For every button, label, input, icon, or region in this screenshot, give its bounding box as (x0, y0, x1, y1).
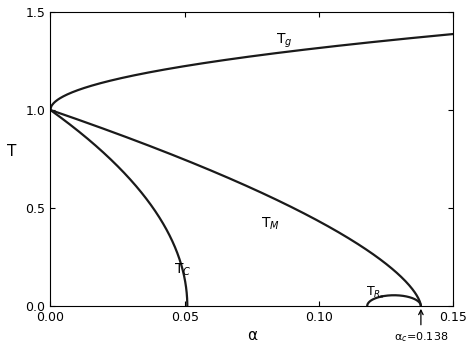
X-axis label: α: α (246, 328, 257, 343)
Text: T$_C$: T$_C$ (174, 262, 191, 278)
Text: α$_c$=0.138: α$_c$=0.138 (394, 310, 448, 344)
Text: T$_M$: T$_M$ (261, 216, 280, 232)
Y-axis label: T: T (7, 144, 16, 159)
Text: T$_g$: T$_g$ (276, 32, 292, 50)
Text: T$_{R_s}$: T$_{R_s}$ (366, 284, 385, 301)
